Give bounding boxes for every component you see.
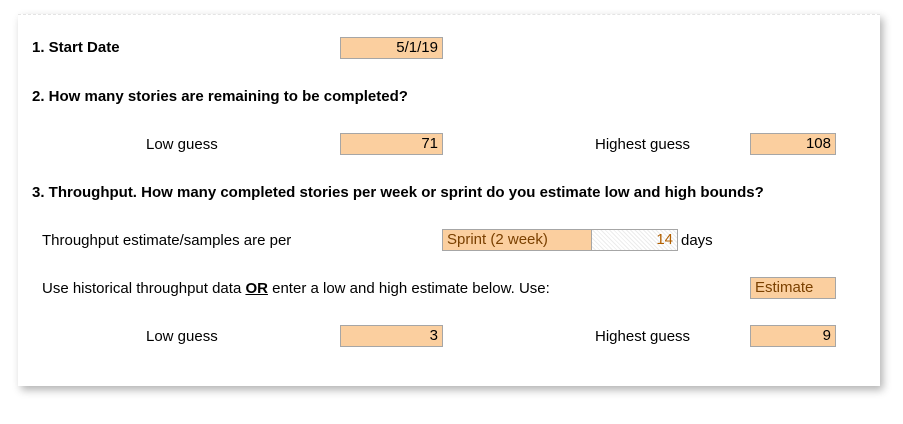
days-unit-label: days — [681, 232, 713, 249]
stories-highest-guess-cell[interactable]: 108 — [750, 133, 836, 155]
start-date-cell[interactable]: 5/1/19 — [340, 37, 443, 59]
throughput-low-guess-label: Low guess — [146, 328, 218, 345]
throughput-question: 3. Throughput. How many completed storie… — [32, 184, 764, 201]
throughput-period-select[interactable]: Sprint (2 week) — [442, 229, 592, 251]
stories-low-guess-cell[interactable]: 71 — [340, 133, 443, 155]
stories-highest-guess-label: Highest guess — [595, 136, 691, 153]
spreadsheet-sheet: 1. Start Date 5/1/19 2. How many stories… — [18, 14, 880, 386]
historical-or-estimate-text: Use historical throughput data OR enter … — [42, 280, 550, 297]
throughput-highest-guess-label: Highest guess — [595, 328, 691, 345]
period-days-cell: 14 — [592, 229, 678, 251]
stories-low-guess-label: Low guess — [146, 136, 218, 153]
start-date-label: 1. Start Date — [32, 39, 120, 56]
throughput-per-label: Throughput estimate/samples are per — [42, 232, 292, 249]
throughput-highest-guess-cell[interactable]: 9 — [750, 325, 836, 347]
throughput-low-guess-cell[interactable]: 3 — [340, 325, 443, 347]
or-emphasis: OR — [245, 280, 268, 297]
use-estimate-select[interactable]: Estimate — [750, 277, 836, 299]
stories-remaining-question: 2. How many stories are remaining to be … — [32, 88, 408, 105]
